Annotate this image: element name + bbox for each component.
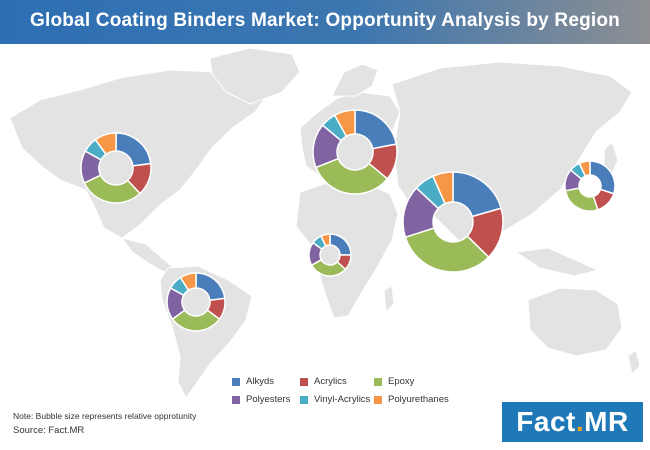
legend-label: Polyurethanes: [388, 394, 449, 405]
donut-slice-epoxy: [314, 157, 389, 195]
donut-slice-epoxy: [564, 187, 599, 212]
madagascar-landmass: [383, 285, 395, 314]
donut-asia: [402, 171, 504, 273]
regional-donut-charts: [80, 109, 616, 332]
world-map: [9, 47, 641, 399]
logo-dot: .: [575, 406, 585, 437]
legend-item-alkyds: Alkyds: [232, 376, 274, 387]
logo-text-tail: MR: [584, 406, 629, 437]
legend-swatch: [300, 377, 308, 386]
legend-label: Polyesters: [246, 394, 291, 405]
legend-label: Vinyl-Acrylics: [314, 394, 371, 405]
new-zealand-landmass: [627, 349, 641, 375]
legend-swatch: [374, 395, 382, 404]
donut-slice-epoxy: [404, 227, 490, 273]
donut-slice-polyurethanes: [333, 109, 356, 138]
donut-middle-east-africa: [308, 233, 352, 277]
chart-source: Source: Fact.MR: [13, 425, 85, 436]
greenland-landmass: [209, 47, 301, 105]
legend-item-polyurethanes: Polyurethanes: [374, 394, 449, 405]
legend-item-epoxy: Epoxy: [374, 376, 414, 387]
legend-swatch: [232, 377, 240, 386]
donut-slice-polyurethanes: [578, 160, 591, 178]
legend-label: Acrylics: [314, 376, 347, 387]
legend-item-vinyl-acrylics: Vinyl-Acrylics: [300, 394, 370, 405]
legend-swatch: [232, 395, 240, 404]
donut-latin-america: [166, 272, 226, 332]
southeast-asia-islands: [514, 247, 600, 277]
legend-swatch: [300, 395, 308, 404]
legend-label: Epoxy: [388, 376, 415, 387]
donut-slice-polyurethanes: [179, 272, 197, 292]
legend-swatch: [374, 377, 382, 386]
chart-note: Note: Bubble size represents relative op…: [13, 411, 197, 421]
donut-slice-polyurethanes: [432, 171, 454, 205]
title-bar: Global Coating Binders Market: Opportuni…: [0, 0, 650, 44]
donut-slice-polyurethanes: [320, 233, 331, 247]
chart-title: Global Coating Binders Market: Opportuni…: [29, 10, 620, 31]
donut-japan: [564, 160, 616, 212]
scandinavia-landmass: [331, 63, 379, 97]
central-america-landmass: [120, 237, 175, 275]
fact-mr-logo: Fact. MR: [502, 402, 643, 442]
legend-label: Alkyds: [246, 376, 274, 387]
donut-europe: [312, 109, 398, 195]
donut-slice-polyurethanes: [94, 132, 117, 156]
legend-item-acrylics: Acrylics: [300, 376, 347, 387]
legend-item-polyesters: Polyesters: [232, 394, 290, 405]
south-america-landmass: [159, 265, 253, 399]
donut-north-america: [80, 132, 152, 204]
logo-text: Fact: [516, 406, 576, 437]
asia-landmass: [391, 61, 633, 257]
australia-landmass: [527, 287, 623, 357]
